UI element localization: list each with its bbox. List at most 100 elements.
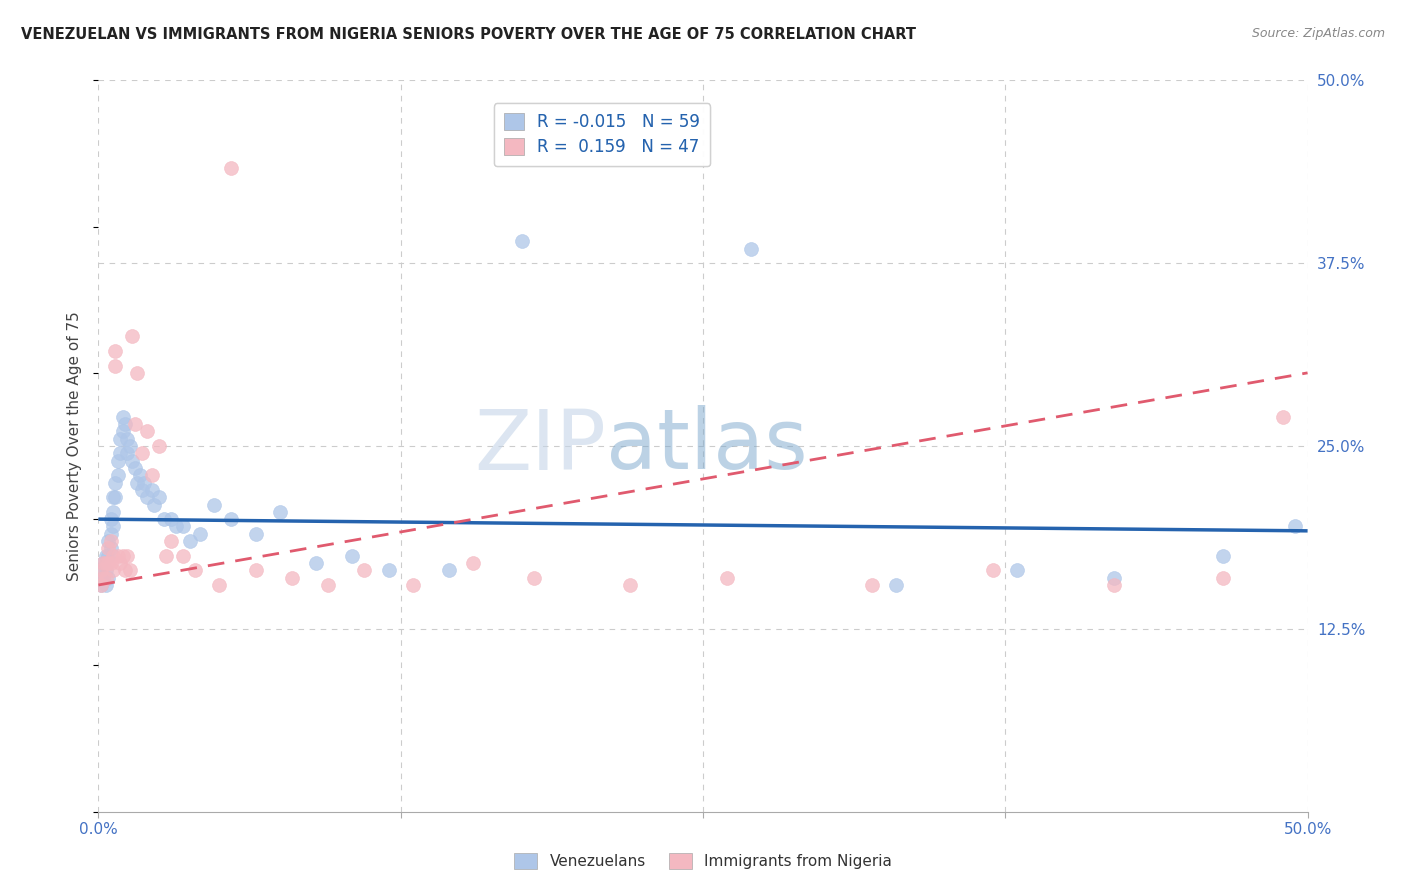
Point [111,549,134,563]
Point [165,519,187,533]
Point [114,563,136,577]
Point [179,534,201,549]
Legend: R = -0.015   N = 59, R =  0.159   N = 47: R = -0.015 N = 59, R = 0.159 N = 47 [494,103,710,166]
Point [111,409,134,424]
Point [124,417,146,431]
Point [101,563,124,577]
Point [188,526,211,541]
Point [510,234,533,248]
Point [114,417,136,431]
Text: atlas: atlas [606,406,808,486]
Point [127,366,149,380]
Text: ZIP: ZIP [474,406,606,486]
Point [316,578,339,592]
Point [97,556,120,570]
Point [90,563,112,577]
Point [208,578,231,592]
Point [716,571,738,585]
Point [101,505,124,519]
Point [523,571,546,585]
Point [104,343,127,358]
Point [104,359,127,373]
Point [100,541,122,556]
Point [117,446,139,460]
Point [860,578,883,592]
Text: VENEZUELAN VS IMMIGRANTS FROM NIGERIA SENIORS POVERTY OVER THE AGE OF 75 CORRELA: VENEZUELAN VS IMMIGRANTS FROM NIGERIA SE… [21,27,917,42]
Point [107,549,129,563]
Point [204,498,226,512]
Point [160,512,183,526]
Legend: Venezuelans, Immigrants from Nigeria: Venezuelans, Immigrants from Nigeria [508,847,898,875]
Point [90,578,112,592]
Point [94,556,117,570]
Point [1212,571,1234,585]
Point [90,578,112,592]
Point [108,446,131,460]
Point [135,425,157,439]
Point [143,498,166,512]
Point [155,549,177,563]
Point [121,329,143,343]
Point [94,563,117,577]
Point [117,549,139,563]
Point [184,563,207,577]
Point [141,468,163,483]
Point [1007,563,1029,577]
Point [342,549,364,563]
Point [135,490,157,504]
Point [245,563,267,577]
Point [101,519,124,533]
Point [148,490,170,504]
Point [281,571,304,585]
Point [100,534,122,549]
Point [172,549,194,563]
Point [100,526,122,541]
Point [463,556,485,570]
Point [619,578,641,592]
Point [221,512,243,526]
Point [91,556,114,570]
Point [118,439,141,453]
Point [1102,571,1125,585]
Text: Source: ZipAtlas.com: Source: ZipAtlas.com [1251,27,1385,40]
Point [269,505,291,519]
Point [100,556,122,570]
Point [981,563,1004,577]
Point [377,563,399,577]
Point [1102,578,1125,592]
Point [1284,519,1306,533]
Point [97,541,120,556]
Point [91,556,114,570]
Point [94,549,117,563]
Point [91,571,114,585]
Point [1212,549,1234,563]
Point [118,563,141,577]
Point [101,490,124,504]
Point [1272,409,1295,424]
Point [108,432,131,446]
Point [104,490,127,504]
Point [172,519,194,533]
Point [90,563,112,577]
Point [97,549,120,563]
Point [108,556,131,570]
Point [437,563,460,577]
Point [141,483,163,497]
Point [148,439,170,453]
Point [128,468,150,483]
Point [160,534,183,549]
Point [134,475,156,490]
Point [117,432,139,446]
Point [94,578,117,592]
Point [740,242,762,256]
Point [97,571,120,585]
Point [127,475,149,490]
Point [124,461,146,475]
Point [305,556,328,570]
Point [97,534,120,549]
Point [152,512,174,526]
Point [101,549,124,563]
Point [100,512,122,526]
Point [886,578,908,592]
Point [91,571,114,585]
